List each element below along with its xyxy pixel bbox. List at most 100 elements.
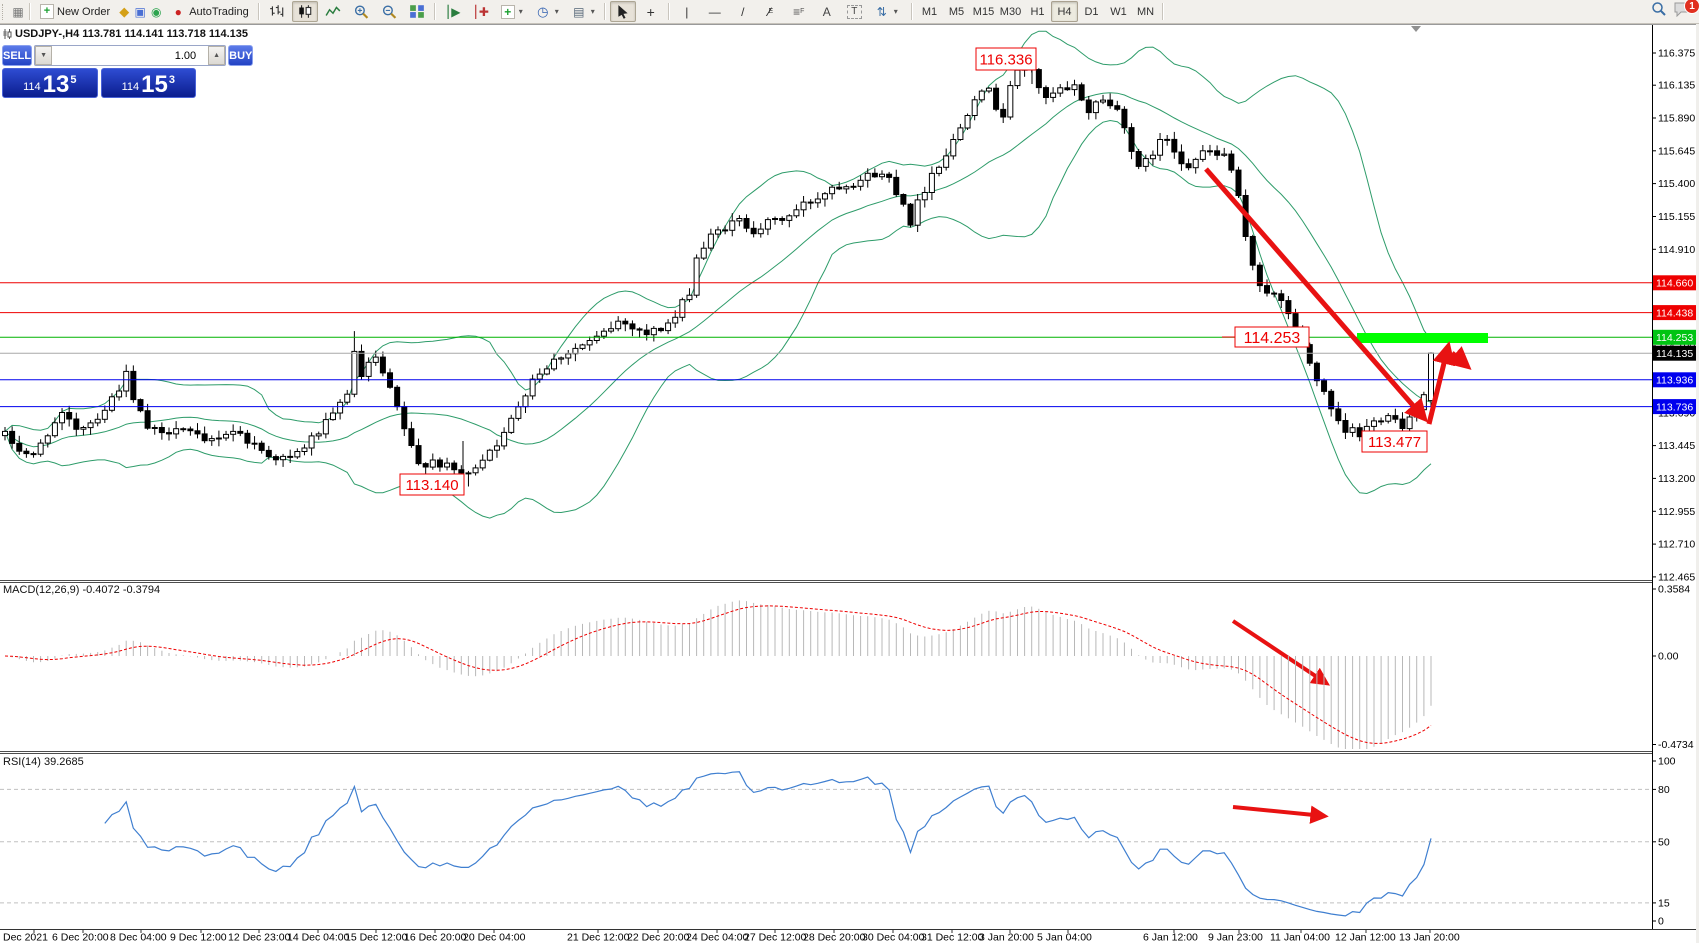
volume-input[interactable] bbox=[52, 46, 209, 65]
signal-icon[interactable]: ◉ bbox=[150, 4, 162, 19]
timeframe-button-d1[interactable]: D1 bbox=[1084, 5, 1099, 18]
toolbar-separator bbox=[29, 3, 31, 20]
candle-down bbox=[1249, 236, 1256, 266]
timeframe-button-mn[interactable]: MN bbox=[1136, 5, 1155, 18]
templates-button[interactable]: ▤ ▾ bbox=[566, 1, 600, 22]
candle-down bbox=[265, 449, 272, 458]
projection-down-arrow bbox=[1446, 346, 1472, 370]
search-icon[interactable] bbox=[1651, 1, 1667, 17]
candle-down bbox=[73, 418, 80, 430]
text-icon: A bbox=[822, 4, 831, 19]
candle-down bbox=[1356, 427, 1363, 438]
candle-up bbox=[971, 99, 978, 117]
terminal-icon[interactable]: ▣ bbox=[134, 4, 146, 19]
chart-canvas[interactable]: 116.375 116.135 115.890 115.645 115.400 115.1… bbox=[0, 24, 1699, 943]
template-icon: ▤ bbox=[573, 4, 585, 19]
bid-price-label: 114.135 bbox=[1656, 348, 1693, 360]
price-tick-label: 113.445 bbox=[1658, 440, 1695, 452]
arrows-button[interactable]: ⇅ ▾ bbox=[869, 1, 903, 22]
candle-up bbox=[280, 455, 287, 461]
candle-down bbox=[1256, 264, 1263, 287]
candle-down bbox=[180, 428, 187, 431]
candle-up bbox=[59, 412, 66, 424]
time-tick-label: Dec 2021 bbox=[3, 932, 48, 943]
trendline-icon: / bbox=[741, 4, 745, 19]
gold-icon[interactable]: ◆ bbox=[119, 4, 130, 19]
crosshair-button[interactable]: + bbox=[638, 1, 664, 22]
text-label-button[interactable]: T bbox=[842, 1, 867, 22]
candle-down bbox=[907, 203, 914, 226]
new-order-button[interactable]: + New Order bbox=[35, 1, 115, 22]
volume-decrease-button[interactable]: ▼ bbox=[35, 46, 53, 65]
fibonacci-icon: ≡ F bbox=[793, 4, 805, 19]
candle-down bbox=[422, 463, 429, 468]
timeframe-button-h1[interactable]: H1 bbox=[1030, 5, 1045, 18]
vertical-line-button[interactable]: | bbox=[674, 1, 700, 22]
candle-up bbox=[757, 228, 764, 235]
level-price-label: 114.660 bbox=[1656, 278, 1693, 290]
timeframe-button-m1[interactable]: M1 bbox=[921, 5, 938, 18]
bar-chart-button[interactable] bbox=[264, 1, 290, 22]
candle-up bbox=[772, 218, 779, 220]
fibonacci-button[interactable]: ≡ F bbox=[786, 1, 812, 22]
line-chart-button[interactable] bbox=[320, 1, 346, 22]
macd-down-arrow bbox=[1231, 619, 1330, 686]
volume-increase-button[interactable]: ▲ bbox=[208, 46, 226, 65]
buy-button[interactable]: BUY bbox=[228, 45, 254, 66]
indicator-list-button[interactable]: ⎮▶ bbox=[440, 1, 466, 22]
rsi-tick-label: 100 bbox=[1658, 756, 1676, 768]
tile-windows-button[interactable] bbox=[404, 1, 430, 22]
candle-up bbox=[1092, 101, 1099, 114]
add-indicator-button[interactable]: + ▾ bbox=[496, 1, 528, 22]
notifications-button[interactable]: 1 bbox=[1673, 0, 1699, 18]
sell-button[interactable]: SELL bbox=[2, 45, 33, 66]
trend-arrows[interactable] bbox=[1204, 167, 1472, 824]
horizontal-line-icon: — bbox=[708, 4, 721, 19]
candle-down bbox=[130, 370, 137, 401]
price-level-lines[interactable] bbox=[0, 282, 1652, 408]
candle-down bbox=[993, 87, 1000, 110]
candle-down bbox=[436, 459, 443, 468]
candle-up bbox=[1157, 139, 1164, 156]
candle-up bbox=[864, 172, 871, 181]
timeframe-button-m30[interactable]: M30 bbox=[999, 5, 1022, 18]
callout-text: 116.336 bbox=[979, 51, 1032, 68]
buy-price-button[interactable]: 114 15 3 bbox=[100, 68, 196, 98]
cursor-button[interactable] bbox=[609, 1, 636, 22]
support-highlight-bar[interactable] bbox=[1357, 333, 1488, 343]
bollinger-lower-line bbox=[4, 119, 1432, 519]
timeframe-button-m5[interactable]: M5 bbox=[948, 5, 965, 18]
candle-up bbox=[672, 316, 679, 324]
candlestick-chart-button[interactable] bbox=[291, 1, 318, 22]
timeframe-button-m15[interactable]: M15 bbox=[972, 5, 995, 18]
candle-up bbox=[429, 459, 436, 468]
text-button[interactable]: A bbox=[814, 1, 840, 22]
toolbar-grip bbox=[2, 3, 7, 20]
candle-up bbox=[693, 257, 700, 296]
zoom-out-button[interactable] bbox=[376, 1, 402, 22]
autotrading-button[interactable]: ● AutoTrading bbox=[165, 1, 254, 22]
horizontal-line-button[interactable]: — bbox=[702, 1, 728, 22]
rsi-tick-label: 80 bbox=[1658, 784, 1670, 796]
price-axis: 116.375 116.135 115.890 115.645 115.400 115.1… bbox=[1652, 48, 1698, 583]
price-callouts[interactable]: 116.336 114.253 113.477 113.140 bbox=[399, 47, 1428, 496]
candle-up bbox=[1100, 99, 1107, 103]
macd-tick-label: 0.3584 bbox=[1658, 584, 1690, 596]
charts-icon[interactable]: ▦ bbox=[12, 4, 24, 19]
equidistant-channel-button[interactable]: ∕∕ E bbox=[758, 1, 784, 22]
periods-button[interactable]: ◷ ▾ bbox=[530, 1, 564, 22]
candle-up bbox=[1192, 158, 1199, 169]
candle-down bbox=[1328, 390, 1335, 410]
sell-price-button[interactable]: 114 13 5 bbox=[2, 68, 98, 98]
dropdown-arrow-icon: ▾ bbox=[518, 7, 523, 16]
zoom-in-button[interactable] bbox=[348, 1, 374, 22]
timeframe-button-h4[interactable]: H4 bbox=[1051, 1, 1078, 22]
trendline-button[interactable]: / bbox=[730, 1, 756, 22]
timeframe-button-w1[interactable]: W1 bbox=[1110, 5, 1127, 18]
candle-up bbox=[1370, 420, 1377, 427]
data-window-button[interactable]: ⎮✚ bbox=[468, 1, 494, 22]
candle-up bbox=[1428, 352, 1434, 402]
time-tick-label: 15 Dec 12:00 bbox=[345, 932, 408, 943]
time-tick-label: 16 Dec 20:00 bbox=[404, 932, 467, 943]
candle-up bbox=[593, 335, 600, 342]
